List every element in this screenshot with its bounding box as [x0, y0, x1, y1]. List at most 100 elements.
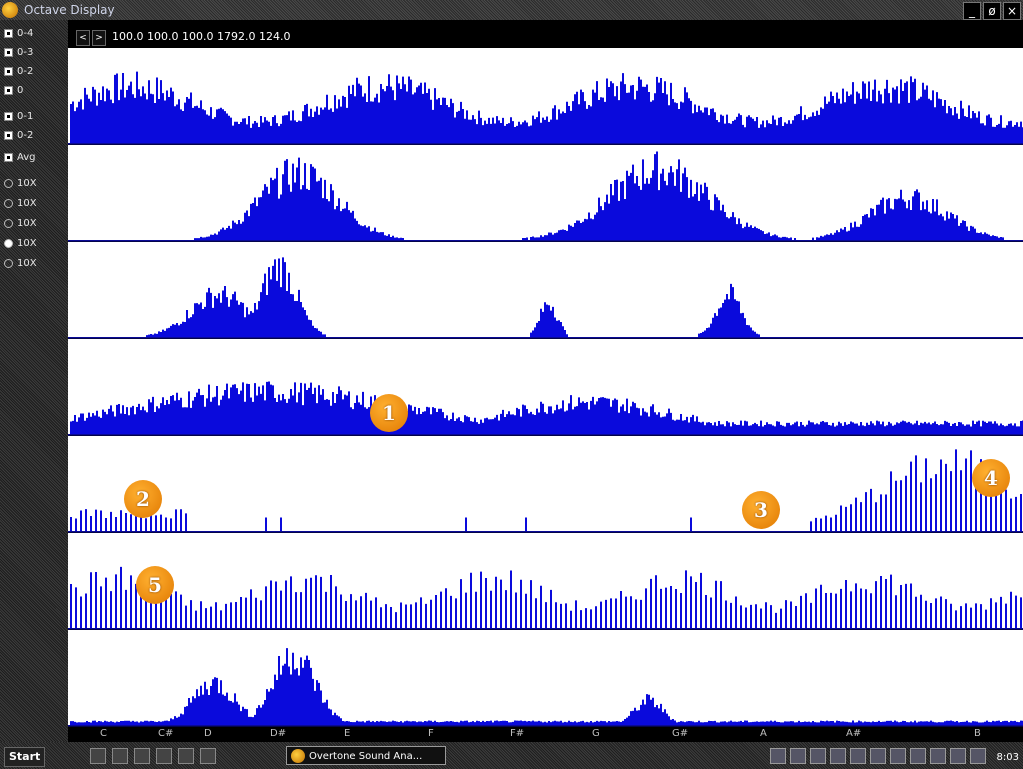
tray-icon[interactable]	[810, 748, 826, 764]
spectrogram-plot-area[interactable]: 1 2 3 4 5	[68, 48, 1023, 728]
checkbox-label: 0-4	[17, 28, 34, 39]
radio-button[interactable]	[4, 238, 13, 248]
checkbox-option[interactable]: 0-2	[4, 66, 33, 82]
checkbox-label: 0-3	[17, 47, 34, 58]
radio-option[interactable]: 10X	[4, 218, 37, 234]
start-button[interactable]: Start	[4, 747, 46, 767]
spectrum-bars	[70, 566, 1022, 628]
spectrum-bars	[194, 151, 1004, 240]
panel-baseline	[68, 143, 1023, 145]
radio-option[interactable]: 10X	[4, 238, 37, 254]
x-axis: C C# D D# E F F# G G# A A# B	[68, 728, 1023, 742]
back-button[interactable]: <	[76, 30, 90, 46]
callout-marker: 2	[124, 480, 162, 518]
radio-label: 10X	[17, 238, 37, 249]
spectrum-bars	[70, 449, 1022, 531]
x-tick-label: F	[428, 728, 434, 739]
panel-baseline	[68, 434, 1023, 436]
quicklaunch-app-icon[interactable]	[156, 748, 172, 764]
tray-icon[interactable]	[790, 748, 806, 764]
radio-button[interactable]	[4, 198, 13, 208]
callout-marker: 5	[136, 566, 174, 604]
x-tick-label: E	[344, 728, 351, 739]
taskbar-app-button[interactable]: Overtone Sound Ana...	[286, 746, 446, 765]
close-button[interactable]: ×	[1003, 2, 1021, 20]
tray-icon[interactable]	[890, 748, 906, 764]
panel-baseline	[68, 628, 1023, 630]
quicklaunch-app-icon[interactable]	[178, 748, 194, 764]
checkbox-option[interactable]: 0-2	[4, 130, 33, 146]
checkbox-option[interactable]: Avg	[4, 152, 36, 168]
x-tick-label: A	[760, 728, 767, 739]
callout-marker: 3	[742, 491, 780, 529]
tray-icon[interactable]	[970, 748, 986, 764]
tray-icon[interactable]	[850, 748, 866, 764]
quicklaunch-app-icon[interactable]	[200, 748, 216, 764]
spectrum-bars	[70, 71, 1023, 143]
checkbox-option[interactable]: 0-4	[4, 28, 33, 44]
minimize-button[interactable]: _	[963, 2, 981, 20]
checkbox[interactable]	[4, 85, 13, 95]
x-tick-label: G#	[672, 728, 689, 739]
title-bar: Octave Display _ ø ×	[0, 0, 1023, 20]
radio-label: 10X	[17, 218, 37, 229]
spectrum-bars	[70, 648, 1023, 725]
window-title: Octave Display	[24, 3, 115, 17]
checkbox[interactable]	[4, 152, 13, 162]
spectrum-bars	[70, 381, 1023, 434]
checkbox-label: 0-2	[17, 66, 34, 77]
spectrum-panel	[68, 436, 1023, 532]
x-tick-label: G	[592, 728, 600, 739]
radio-button[interactable]	[4, 218, 13, 228]
quicklaunch-app-icon[interactable]	[112, 748, 128, 764]
maximize-button[interactable]: ø	[983, 2, 1001, 20]
taskbar-clock: 8:03	[996, 752, 1019, 763]
checkbox-label: 0-2	[17, 130, 34, 141]
panel-baseline	[68, 240, 1023, 242]
checkbox-label: 0-1	[17, 111, 34, 122]
checkbox[interactable]	[4, 66, 13, 76]
panel-baseline	[68, 531, 1023, 533]
tray-icon[interactable]	[930, 748, 946, 764]
app-icon	[2, 2, 18, 18]
radio-option[interactable]: 10X	[4, 198, 37, 214]
radio-option[interactable]: 10X	[4, 178, 37, 194]
range-readout: 100.0 100.0 100.0 1792.0 124.0	[112, 30, 291, 43]
tray-icon[interactable]	[910, 748, 926, 764]
checkbox-label: 0	[17, 85, 24, 96]
checkbox[interactable]	[4, 111, 13, 121]
panel-baseline	[68, 337, 1023, 339]
radio-label: 10X	[17, 258, 37, 269]
forward-button[interactable]: >	[92, 30, 106, 46]
toolbar: < > 100.0 100.0 100.0 1792.0 124.0	[68, 30, 1023, 46]
checkbox[interactable]	[4, 28, 13, 38]
taskbar-app-label: Overtone Sound Ana...	[309, 751, 423, 762]
x-tick-label: F#	[510, 728, 525, 739]
radio-label: 10X	[17, 178, 37, 189]
tray-icon[interactable]	[770, 748, 786, 764]
system-tray: 8:03	[770, 746, 1023, 765]
callout-marker: 4	[972, 459, 1010, 497]
quicklaunch-desktop-icon[interactable]	[90, 748, 106, 764]
x-tick-label: A#	[846, 728, 862, 739]
app-icon	[291, 749, 305, 763]
checkbox-label: Avg	[17, 152, 36, 163]
radio-option[interactable]: 10X	[4, 258, 37, 274]
checkbox-option[interactable]: 0-3	[4, 47, 33, 63]
window-controls: _ ø ×	[963, 0, 1023, 20]
radio-button[interactable]	[4, 178, 13, 188]
x-tick-label: D#	[270, 728, 287, 739]
quicklaunch-app-icon[interactable]	[134, 748, 150, 764]
checkbox[interactable]	[4, 130, 13, 140]
x-tick-label: C#	[158, 728, 174, 739]
checkbox[interactable]	[4, 47, 13, 57]
checkbox-option[interactable]: 0	[4, 85, 23, 101]
radio-label: 10X	[17, 198, 37, 209]
taskbar: Start Overtone Sound Ana... 8:03	[0, 742, 1023, 769]
checkbox-option[interactable]: 0-1	[4, 111, 33, 127]
tray-icon[interactable]	[950, 748, 966, 764]
tray-icon[interactable]	[870, 748, 886, 764]
radio-button[interactable]	[4, 258, 13, 268]
tray-icon[interactable]	[830, 748, 846, 764]
callout-marker: 1	[370, 394, 408, 432]
